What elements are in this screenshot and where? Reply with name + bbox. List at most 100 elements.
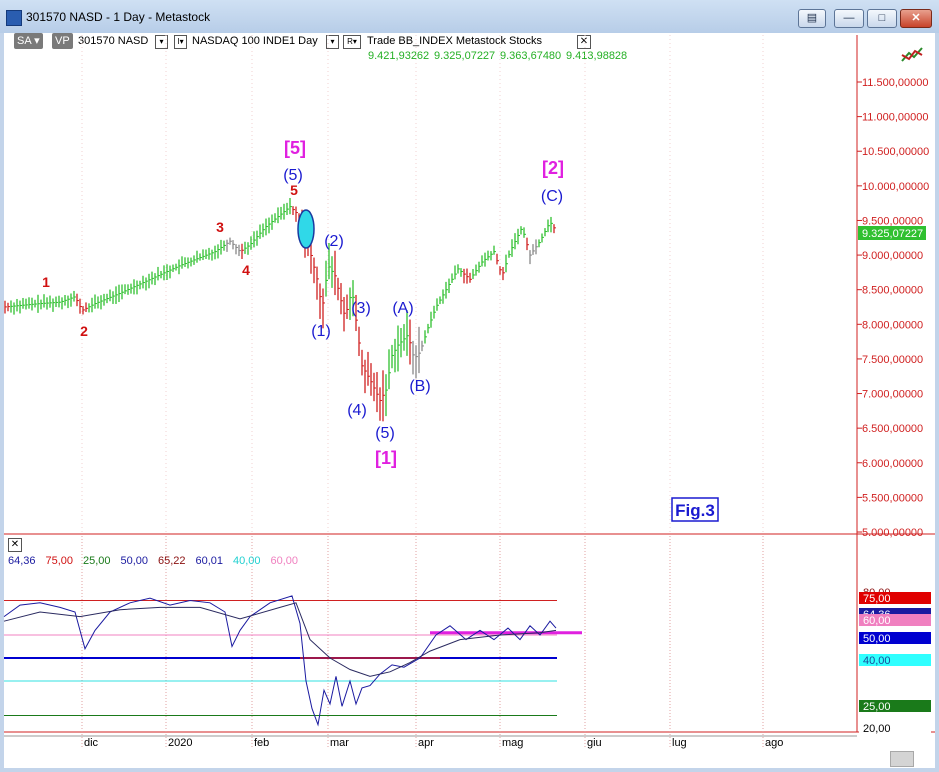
wave-label-minor: 3 — [216, 219, 224, 235]
price-axis: 11.500,00000 11.000,00000 10.500,00000 10.0… — [857, 77, 929, 539]
price-label: 10.500,00000 — [862, 146, 929, 158]
oscillator-value: 60,01 — [195, 555, 224, 567]
price-label: 8.500,00000 — [862, 285, 923, 297]
oscillator-value: 25,00 — [83, 555, 111, 567]
sa-label: SA — [17, 35, 32, 47]
wave-label-intermediate: (3) — [351, 300, 371, 317]
price-label: 5.500,00000 — [862, 492, 923, 504]
wave-label-primary: [5] — [284, 138, 306, 158]
time-label: feb — [254, 737, 269, 749]
period-label: 1 Day — [289, 35, 318, 47]
symbol-label: 301570 NASD — [78, 35, 149, 47]
time-grid — [81, 35, 764, 748]
index-label: NASDAQ 100 INDE — [192, 35, 290, 47]
ohlc-low: 9.363,67480 — [500, 50, 562, 62]
time-label: dic — [84, 737, 99, 749]
chart-window — [0, 33, 939, 772]
wave-label-intermediate: (2) — [324, 233, 344, 250]
wave-label-intermediate: (1) — [311, 323, 331, 340]
oscillator-axis-label: 50,00 — [863, 633, 891, 645]
wave-labels: 12345(5)(1)(2)(3)(4)(5)(A)(B)(C)[5][1][2… — [42, 138, 564, 468]
fig-label-text: Fig.3 — [675, 501, 715, 520]
oscillator-axis-label: 40,00 — [863, 655, 891, 667]
close-button[interactable]: ✕ — [900, 9, 932, 28]
time-label: mar — [330, 737, 349, 749]
peak-highlight-ellipse — [297, 209, 315, 249]
price-label: 9.500,00000 — [862, 215, 923, 227]
rsi-average-line — [3, 602, 557, 677]
vp-button[interactable]: VP — [52, 33, 73, 49]
rsi-line — [3, 595, 557, 727]
horizontal-scrollbar[interactable] — [890, 751, 914, 767]
oscillator-axis-tag — [859, 592, 931, 604]
insert-indicator-icon[interactable]: I▾ — [174, 35, 187, 49]
price-label: 7.500,00000 — [862, 354, 923, 366]
ohlc-open: 9.421,93262 — [368, 50, 430, 62]
oscillator-axis-label: 75,00 — [863, 593, 891, 605]
wave-label-intermediate: (5) — [283, 167, 303, 184]
r-dropdown-icon[interactable]: R▾ — [343, 35, 361, 49]
wave-label-primary: [2] — [542, 158, 564, 178]
wave-label-primary: [1] — [375, 448, 397, 468]
window-title: 301570 NASD - 1 Day - Metastock — [26, 10, 211, 24]
wave-label-intermediate: (4) — [347, 402, 367, 419]
oscillator-axis-label: 60,00 — [863, 615, 891, 627]
close-trade-icon[interactable]: ✕ — [577, 35, 591, 49]
oscillator-axis-label: 25,00 — [863, 701, 891, 713]
oscillator-axis-tag — [859, 614, 931, 626]
symbol-dropdown-icon[interactable]: ▾ — [155, 35, 168, 49]
ohlc-close: 9.413,98828 — [566, 50, 628, 62]
minimize-button[interactable]: — — [834, 9, 864, 28]
oscillator-value: 75,00 — [45, 555, 74, 567]
wave-label-minor: 4 — [242, 262, 250, 278]
price-bars — [4, 198, 556, 422]
maximize-button[interactable]: □ — [867, 9, 897, 28]
fig-label: Fig.3 — [671, 497, 719, 522]
price-label: 8.000,00000 — [862, 319, 923, 331]
oscillator-value: 64,36 — [8, 555, 36, 567]
time-label: giu — [587, 737, 602, 749]
oscillator-value: 50,00 — [120, 555, 149, 567]
oscillator-axis-label: 20,00 — [863, 723, 891, 735]
time-axis: dic 2020 feb mar apr mag giu lug ago — [4, 735, 857, 749]
price-label: 11.000,00000 — [862, 112, 928, 124]
time-label: 2020 — [168, 737, 192, 749]
restore-view-icon[interactable]: ▤ — [798, 9, 826, 28]
price-label: 6.000,00000 — [862, 458, 923, 470]
price-label: 9.000,00000 — [862, 250, 923, 262]
wave-label-intermediate: (5) — [375, 425, 395, 442]
oscillator-axis-tag — [859, 632, 931, 644]
oscillator-axis-tag — [859, 722, 931, 734]
wave-label-intermediate: (C) — [541, 188, 563, 205]
time-label: lug — [672, 737, 687, 749]
oscillator-axis-tag — [859, 700, 931, 712]
r-label: R — [347, 37, 353, 46]
price-label: 6.500,00000 — [862, 423, 923, 435]
oscillator-axis-tag — [859, 654, 931, 666]
time-label: apr — [418, 737, 434, 749]
oscillator-panel — [3, 595, 582, 727]
wave-label-minor: 1 — [42, 274, 50, 290]
oscillator-value: 40,00 — [233, 555, 261, 567]
sa-button[interactable]: SA ▾ — [14, 33, 43, 49]
ohlc-high: 9.325,07227 — [434, 50, 496, 62]
time-label: ago — [765, 737, 783, 749]
oscillator-value: 60,00 — [270, 555, 299, 567]
wave-label-minor: 5 — [290, 182, 298, 198]
period-dropdown-icon[interactable]: ▾ — [326, 35, 339, 49]
wave-label-intermediate: (B) — [409, 378, 430, 395]
last-price-text: 9.325,07227 — [862, 228, 923, 240]
price-label: 7.000,00000 — [862, 389, 923, 401]
wave-label-intermediate: (A) — [392, 300, 413, 317]
price-label: 5.000,00000 — [862, 527, 923, 539]
close-oscillator-icon[interactable]: ✕ — [8, 538, 22, 552]
wave-label-minor: 2 — [80, 323, 88, 339]
price-label: 10.000,00000 — [862, 181, 929, 193]
oscillator-value: 65,22 — [158, 555, 186, 567]
metastock-app-icon[interactable] — [6, 10, 22, 26]
time-label: mag — [502, 737, 523, 749]
chart-settings-icon[interactable] — [900, 43, 926, 65]
price-label: 11.500,00000 — [862, 77, 928, 89]
